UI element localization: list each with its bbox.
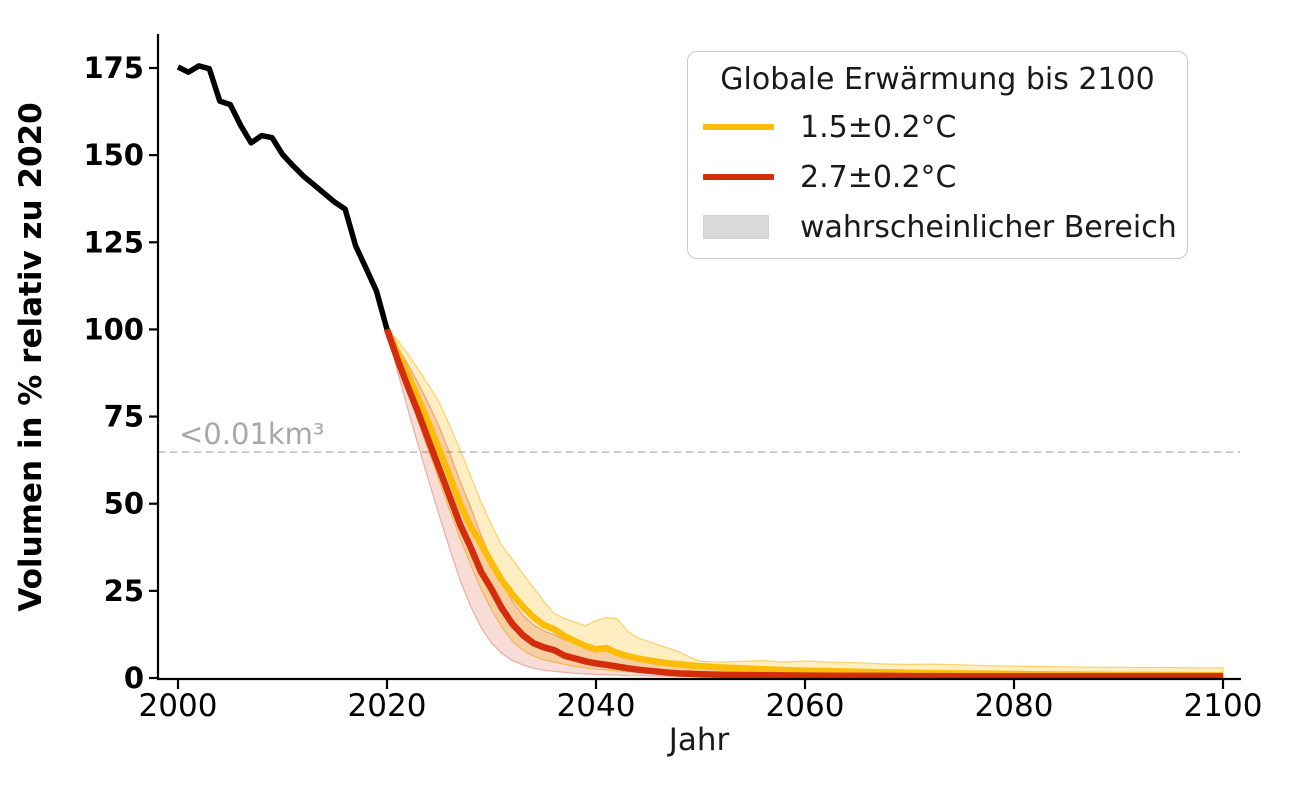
x-tick-label: 2100 [1184, 688, 1263, 724]
legend: Globale Erwärmung bis 2100 1.5±0.2°C 2.7… [687, 51, 1188, 259]
y-tick-label: 125 [83, 225, 144, 259]
y-axis-label: Volumen in % relativ zu 2020 [13, 102, 49, 612]
y-tick-label: 50 [104, 487, 144, 521]
legend-label-2-7c: 2.7±0.2°C [800, 159, 957, 195]
line-observed [176, 63, 390, 331]
line-2-7c [383, 328, 1223, 680]
x-axis-label: Jahr [668, 722, 730, 758]
legend-swatch-1-5c-line [703, 124, 774, 130]
legend-item-2-7c: 2.7±0.2°C [688, 152, 1187, 202]
legend-title: Globale Erwärmung bis 2100 [720, 62, 1155, 97]
y-tick-label: 0 [124, 661, 144, 695]
legend-label-likely-range: wahrscheinlicher Bereich [800, 209, 1177, 245]
legend-swatch-2-7c-line [703, 174, 774, 180]
y-tick-label: 25 [104, 574, 144, 608]
legend-swatch-likely-range-patch [703, 215, 769, 239]
y-tick-label: 150 [83, 138, 144, 172]
y-tick-label: 100 [83, 312, 144, 346]
legend-item-1-5c: 1.5±0.2°C [688, 102, 1187, 152]
legend-item-likely-range: wahrscheinlicher Bereich [688, 202, 1187, 252]
y-tick-label: 175 [83, 51, 144, 85]
y-tick-label: 75 [104, 400, 144, 434]
threshold-annotation: <0.01km³ [179, 417, 325, 452]
x-tick-label: 2060 [766, 688, 845, 724]
x-tick-label: 2040 [557, 688, 636, 724]
legend-label-1-5c: 1.5±0.2°C [800, 109, 957, 145]
x-tick-label: 2080 [975, 688, 1054, 724]
x-tick-label: 2020 [348, 688, 427, 724]
x-tick-label: 2000 [139, 688, 218, 724]
